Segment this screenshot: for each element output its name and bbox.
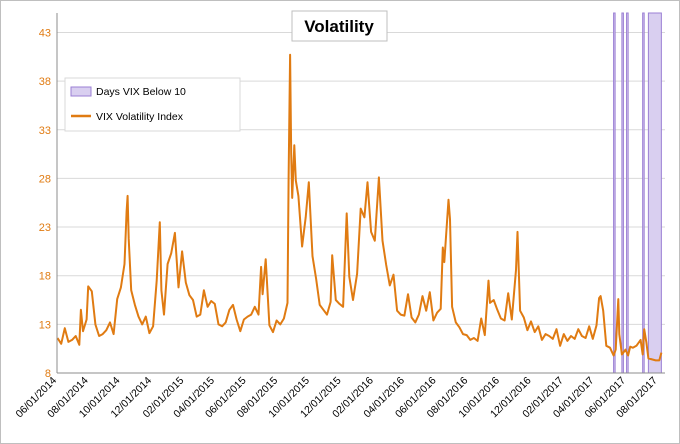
y-tick-label: 43 bbox=[39, 27, 51, 39]
y-tick-label: 33 bbox=[39, 125, 51, 137]
below-10-band bbox=[621, 12, 624, 374]
axes bbox=[56, 13, 665, 374]
title-box bbox=[291, 10, 388, 42]
below-10-band bbox=[642, 12, 645, 374]
chart-title-text: Volatility bbox=[304, 17, 374, 36]
y-tick-label: 28 bbox=[39, 173, 51, 185]
y-tick-label: 18 bbox=[39, 271, 51, 283]
below-10-band bbox=[613, 12, 616, 374]
y-tick-label: 38 bbox=[39, 76, 51, 88]
legend-band-label: Days VIX Below 10 bbox=[96, 86, 186, 98]
legend: Days VIX Below 10 VIX Volatility Index bbox=[64, 77, 241, 132]
y-tick-labels: 8 13 18 23 28 33 38 43 bbox=[39, 27, 51, 380]
legend-band-swatch bbox=[70, 86, 92, 97]
y-tick-label: 23 bbox=[39, 222, 51, 234]
legend-line-label: VIX Volatility Index bbox=[96, 111, 184, 123]
below-10-band bbox=[626, 12, 629, 374]
vix-line bbox=[56, 53, 663, 362]
below-10-band bbox=[647, 12, 662, 374]
y-tick-label: 13 bbox=[39, 319, 51, 331]
vix-line-layer bbox=[56, 53, 663, 362]
chart-title: Volatility bbox=[291, 10, 388, 42]
legend-box bbox=[64, 77, 241, 132]
y-tick-label: 8 bbox=[45, 368, 51, 380]
